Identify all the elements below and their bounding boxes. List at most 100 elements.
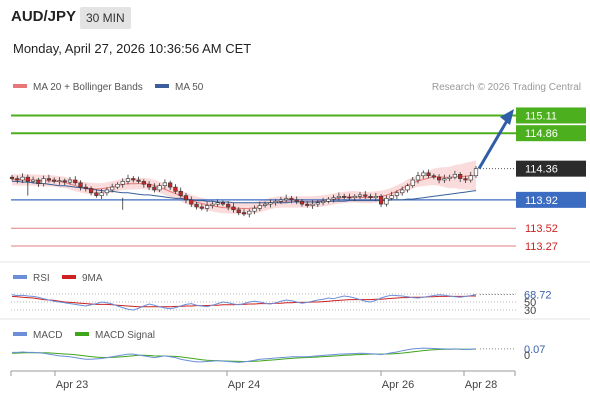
macd-zero-label: 0 (524, 350, 530, 362)
candle-body (226, 203, 231, 208)
credit-label: Research © 2026 Trading Central (432, 82, 581, 93)
macd-signal-legend-swatch (75, 332, 89, 336)
candle-body (62, 180, 67, 183)
datetime-label: Monday, April 27, 2026 10:36:56 AM CET (13, 41, 252, 56)
candle-body (157, 185, 162, 191)
candle-body (52, 179, 57, 182)
candle-body (452, 174, 458, 178)
candle-body (94, 192, 99, 196)
candle-body (41, 178, 46, 184)
candle-body (294, 199, 299, 202)
rsi-legend-swatch (13, 275, 27, 279)
candles (9, 166, 479, 218)
resistance-label-box (516, 125, 586, 142)
candle-body (88, 188, 94, 194)
candle-body (458, 174, 463, 179)
candle-body (141, 181, 146, 185)
candle-body (57, 180, 62, 183)
candle-body (262, 203, 268, 206)
candle-body (336, 196, 342, 199)
last-price-label: 114.36 (525, 164, 558, 176)
candle-body (468, 175, 473, 181)
candle-body (73, 179, 78, 184)
ma50-legend-swatch (155, 84, 169, 88)
candle-body (431, 175, 436, 178)
candle-body (67, 179, 73, 183)
macd-last-label: 0.07 (524, 344, 545, 356)
candle-body (83, 186, 88, 189)
candle-body (178, 191, 183, 196)
candle-body (273, 200, 278, 203)
candle-body (299, 200, 305, 205)
ma20-legend-swatch (13, 84, 27, 88)
candle-body (442, 178, 447, 181)
rsi-ma-legend-label: 9MA (82, 273, 103, 284)
x-tick-label: Apr 24 (228, 379, 260, 391)
candle-body (315, 202, 320, 205)
candle-body (257, 205, 262, 209)
candle-body (115, 183, 120, 188)
rsi-line (11, 294, 477, 311)
candle-body (289, 198, 294, 201)
candle-body (120, 181, 125, 185)
candle-body (99, 192, 104, 196)
candle-body (199, 206, 204, 209)
x-tick-label: Apr 23 (56, 379, 88, 391)
candle-body (384, 198, 389, 205)
candle-body (400, 189, 405, 194)
candle-body (204, 205, 210, 209)
candle-body (426, 172, 431, 177)
candle-body (78, 182, 83, 188)
candle-body (268, 202, 273, 205)
candle-body (363, 194, 368, 197)
candle-body (447, 176, 452, 179)
support-label: 113.52 (525, 223, 558, 235)
forecast-arrow (477, 109, 514, 170)
pivot-label: 113.92 (525, 195, 558, 207)
candle-body (252, 208, 257, 212)
candle-body (194, 203, 199, 208)
candle-body (352, 196, 357, 199)
candle-body (46, 178, 52, 181)
candle-body (36, 179, 41, 184)
candle-body (236, 209, 241, 213)
candle-body (320, 200, 326, 203)
x-tick-label: Apr 26 (382, 379, 414, 391)
symbol-title: AUD/JPY (11, 8, 77, 25)
candle-body (183, 195, 189, 201)
macd-panel: 0.070 (11, 344, 545, 363)
candle-body (125, 178, 131, 182)
rsi-ma-legend-swatch (62, 275, 76, 279)
macd-legend-label: MACD (33, 330, 62, 341)
macd-signal-line (11, 348, 477, 362)
candle-body (110, 186, 115, 191)
candle-body (373, 196, 378, 199)
x-axis-ticks: Apr 23 Apr 24 Apr 26 Apr 28 (10, 371, 516, 391)
candle-body (146, 183, 152, 188)
candle-body (284, 198, 289, 201)
candle-body (20, 176, 25, 181)
candle-body (210, 203, 215, 206)
rsi-last-label: 68.72 (524, 290, 552, 302)
candle-body (368, 196, 373, 199)
rsi-level-label: 50 (524, 297, 536, 309)
candle-body (342, 196, 347, 198)
timeframe-badge[interactable]: 30 MIN (80, 7, 131, 29)
candle-body (152, 186, 157, 191)
candle-body (25, 176, 30, 182)
candle-body (305, 203, 310, 206)
candle-body (247, 210, 252, 215)
candle-body (394, 192, 400, 196)
candle-body (347, 196, 352, 199)
candle-body (189, 199, 194, 205)
macd-line (12, 347, 477, 363)
candle-body (473, 168, 479, 177)
price-levels (11, 114, 516, 247)
macd-legend-swatch (13, 332, 27, 336)
forecast-arrow-shaft (477, 118, 510, 170)
macd-signal-legend-label: MACD Signal (95, 330, 155, 341)
candle-body (30, 179, 36, 182)
ma50-legend-label: MA 50 (175, 82, 204, 93)
